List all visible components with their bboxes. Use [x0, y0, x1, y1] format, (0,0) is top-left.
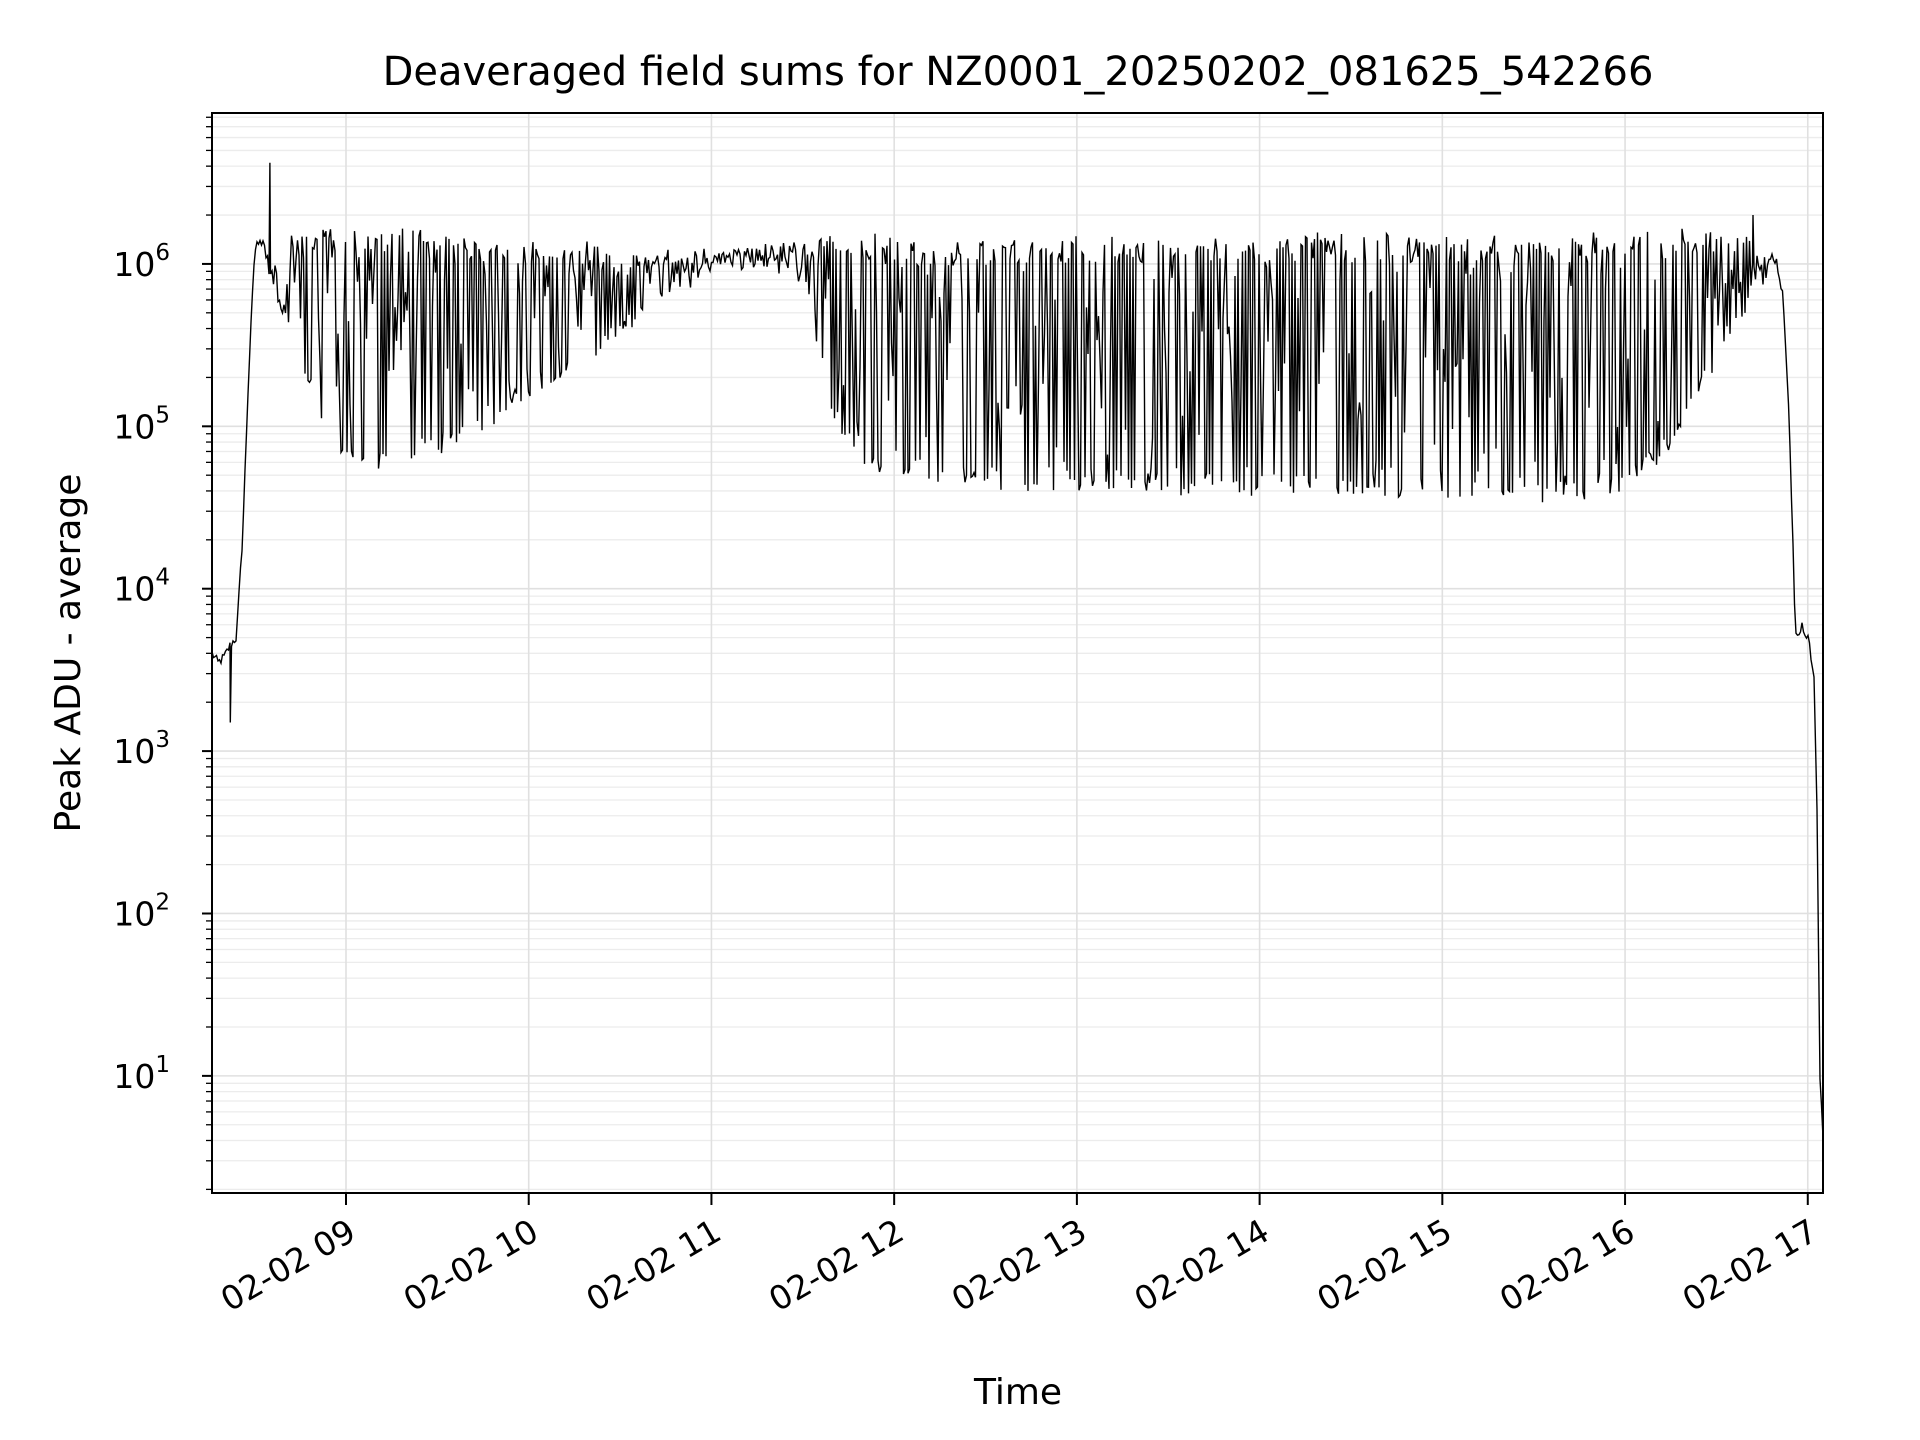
y-tick-base: 10	[113, 407, 155, 446]
y-tick-exponent: 2	[155, 889, 170, 915]
y-tick-base: 10	[113, 245, 155, 284]
x-axis-label: Time	[973, 1372, 1062, 1413]
y-tick-exponent: 4	[155, 565, 170, 591]
y-tick-base: 10	[113, 894, 155, 933]
y-tick-base: 10	[113, 732, 155, 771]
y-tick-base: 10	[113, 570, 155, 609]
y-tick-exponent: 5	[155, 402, 170, 428]
chart-title: Deaveraged field sums for NZ0001_2025020…	[383, 49, 1654, 95]
y-tick-exponent: 3	[155, 727, 170, 753]
y-tick-exponent: 1	[155, 1052, 170, 1078]
y-axis-label: Peak ADU - average	[48, 474, 89, 833]
y-tick-exponent: 6	[155, 240, 170, 266]
y-tick-base: 10	[113, 1057, 155, 1096]
